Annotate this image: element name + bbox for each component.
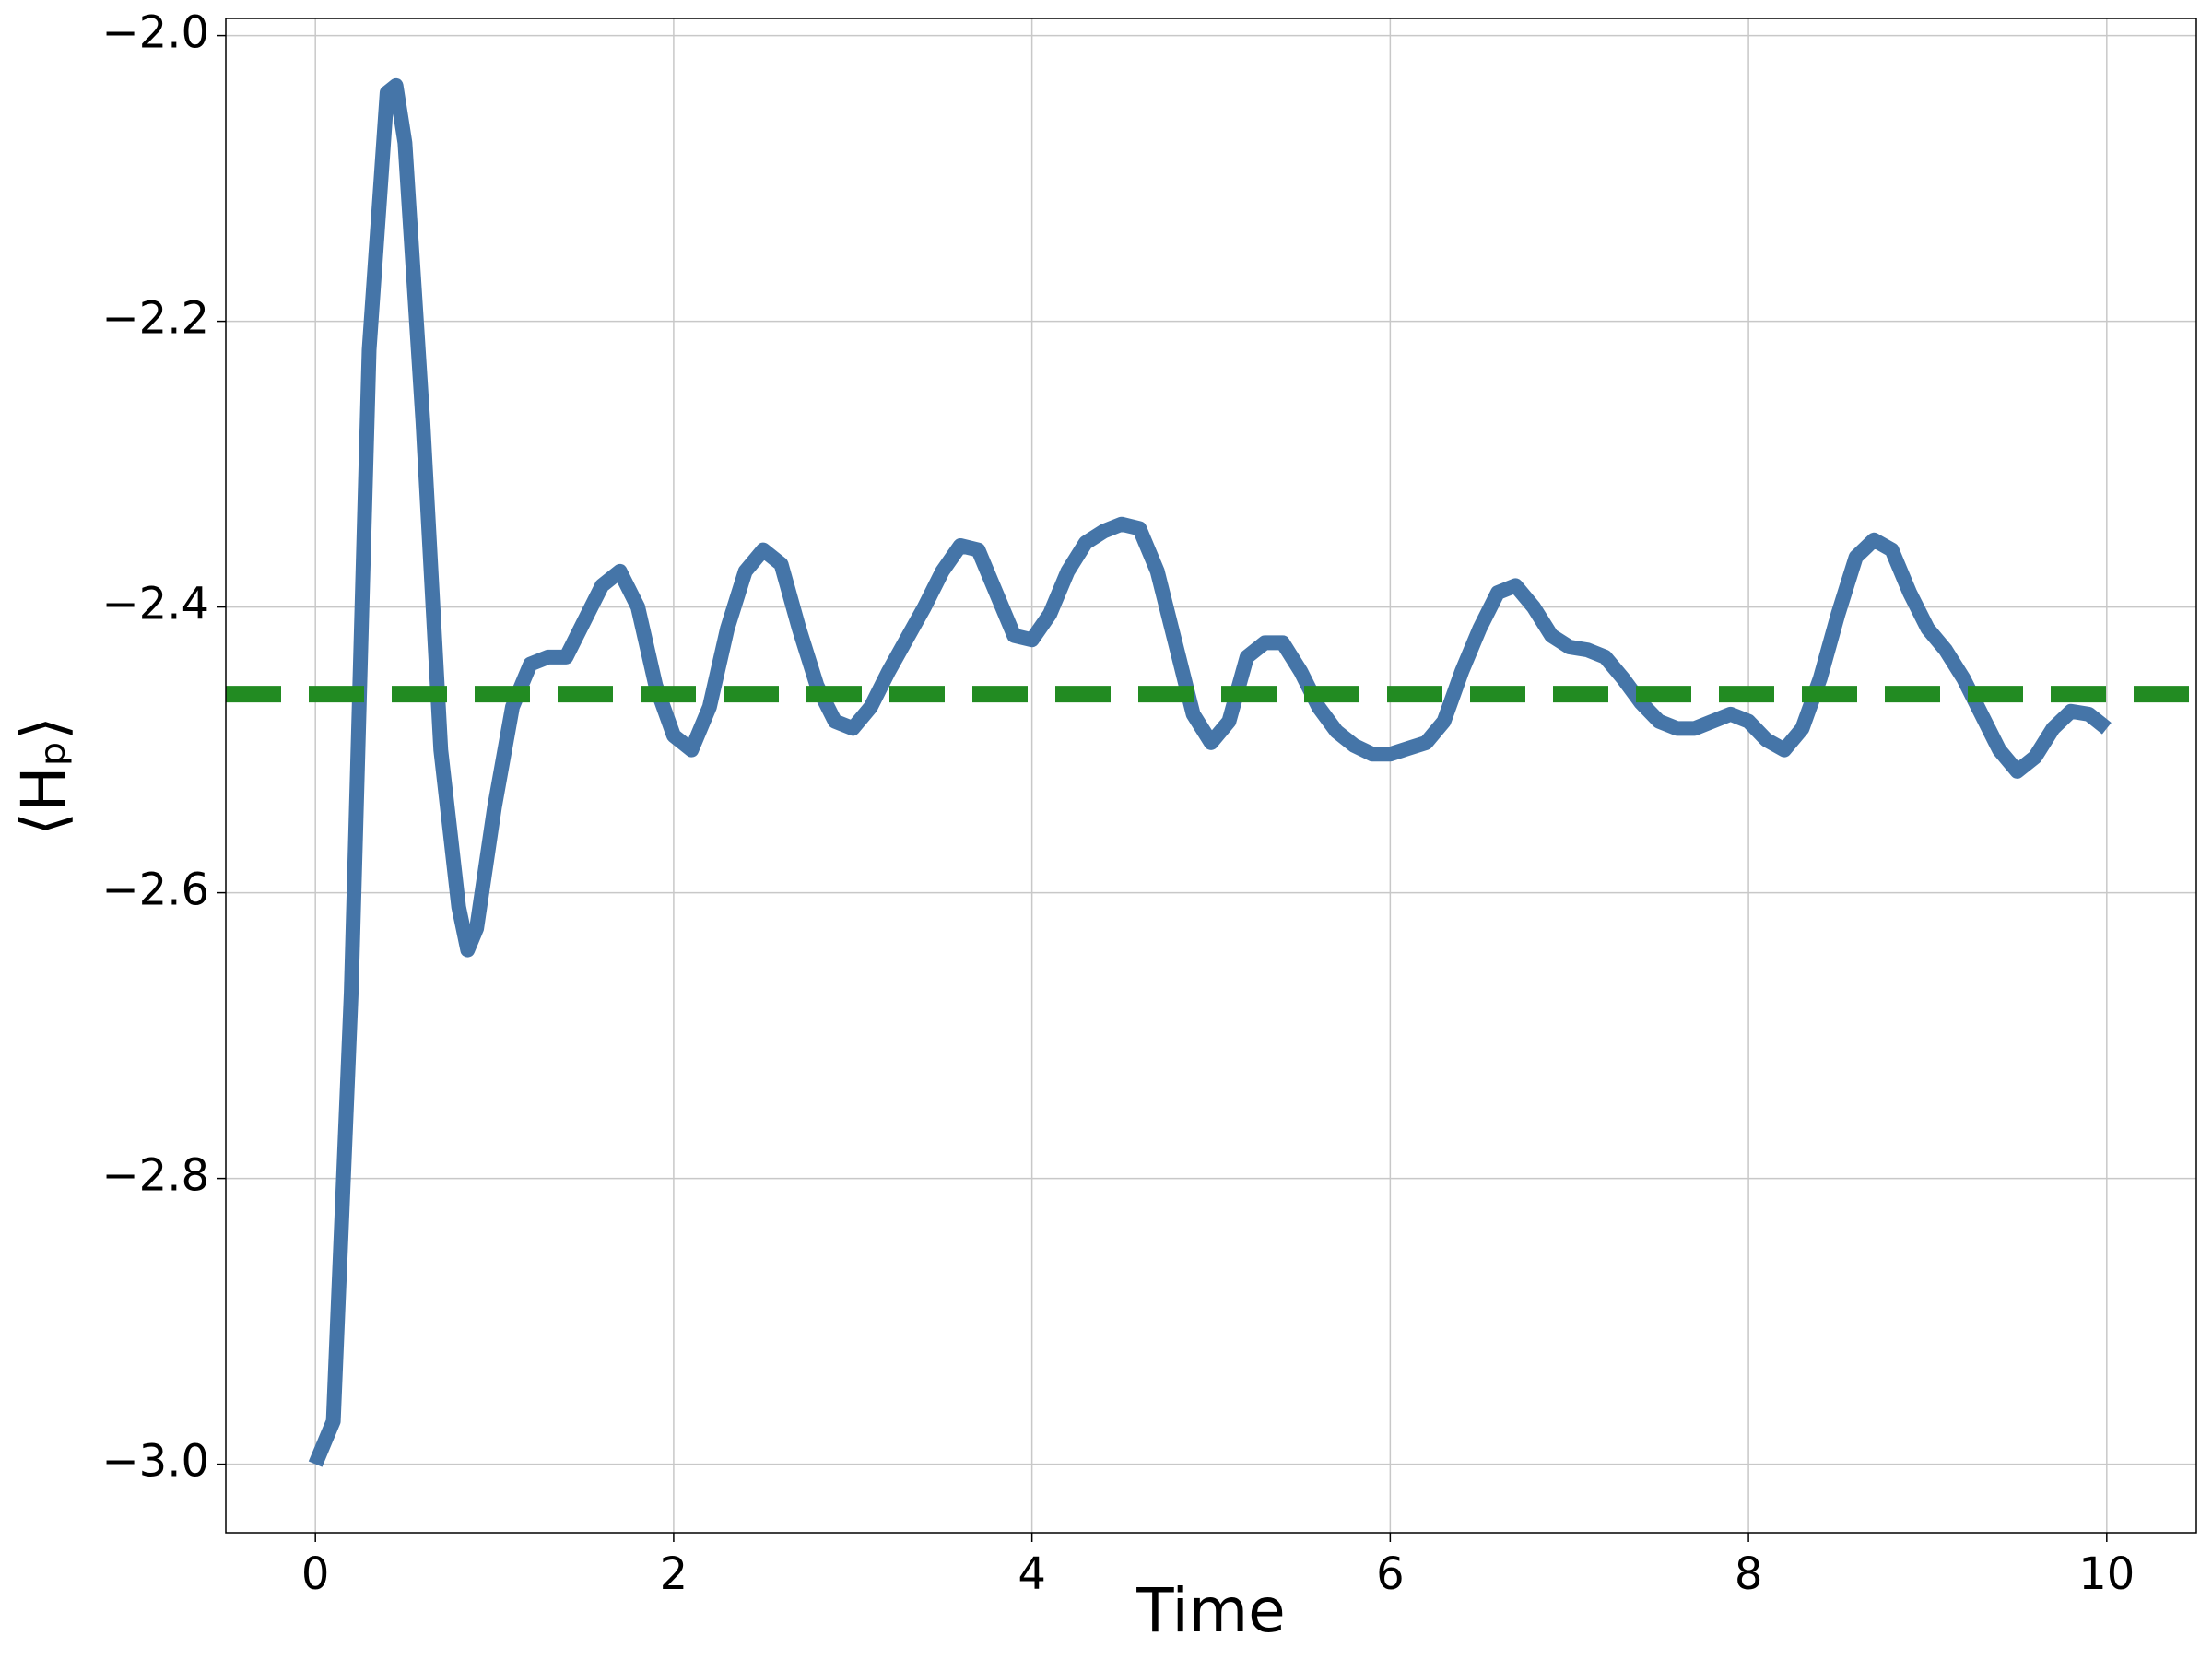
y-tick-label: −2.0 — [101, 7, 209, 59]
x-tick-label: 4 — [1018, 1548, 1046, 1600]
x-tick-label: 8 — [1735, 1548, 1763, 1600]
x-tick-label: 2 — [660, 1548, 688, 1600]
y-axis-label: ⟨Hₚ⟩ — [8, 716, 79, 835]
plot-frame — [225, 18, 2197, 1534]
y-tick-label: −2.2 — [101, 293, 209, 345]
y-tick-label: −2.6 — [101, 865, 209, 916]
x-axis-label: Time — [1135, 1575, 1286, 1646]
x-tick-label: 0 — [301, 1548, 330, 1600]
x-tick-label: 10 — [2078, 1548, 2135, 1600]
y-tick-label: −2.4 — [101, 579, 209, 630]
y-tick-label: −3.0 — [101, 1436, 209, 1488]
x-tick-label: 6 — [1376, 1548, 1405, 1600]
y-tick-label: −2.8 — [101, 1150, 209, 1202]
data-line — [308, 77, 2112, 1467]
